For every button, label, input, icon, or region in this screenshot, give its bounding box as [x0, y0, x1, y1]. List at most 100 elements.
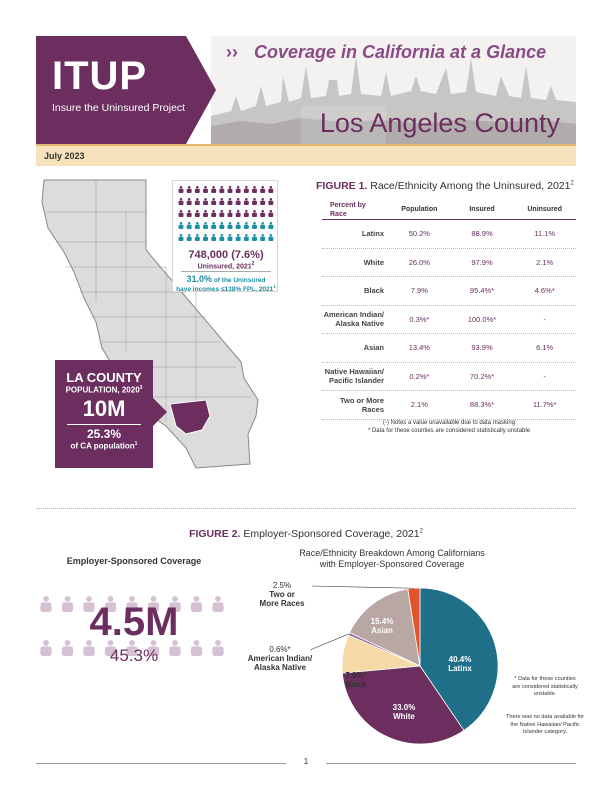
person-icon	[219, 234, 225, 241]
pie-slice-white	[341, 665, 465, 745]
table-note-unstable: * Data for these counties are considered…	[367, 428, 531, 434]
employer-coverage-count: 4.5M	[89, 600, 179, 644]
person-icon	[61, 596, 74, 612]
person-icon	[104, 640, 117, 656]
row-label: Latinx	[361, 229, 384, 239]
pie-category-label: Black	[345, 680, 367, 689]
header-uninsured: Uninsured	[527, 206, 562, 213]
pie-slice-latinx	[419, 587, 499, 732]
person-icon	[235, 210, 241, 217]
table-row: Black 7.9% 95.4%* 4.6%*	[322, 277, 576, 306]
person-icon	[104, 596, 117, 612]
person-icon	[194, 186, 200, 193]
table-row: White 26.0% 97.9% 2.1%	[322, 249, 576, 277]
uninsured-cell: 11.7%*	[532, 400, 557, 410]
uninsured-cell: 2.1%	[536, 257, 554, 267]
table-row: American Indian/ Alaska Native 0.3%* 100…	[322, 306, 576, 334]
person-icon	[126, 596, 138, 612]
person-icon	[169, 596, 181, 612]
logo-arrow	[186, 36, 216, 144]
person-icon	[186, 186, 192, 193]
person-icon	[219, 186, 225, 193]
employer-coverage-percent: 45.3%	[109, 646, 159, 665]
insured-cell: 88.9%	[471, 229, 493, 239]
pie-slice-two-or-more-races	[407, 587, 421, 667]
insured-cell: 95.4%*	[469, 286, 495, 296]
table-row: Native Hawaiian/ Pacific Islander 0.2%* …	[322, 363, 576, 391]
california-map	[41, 179, 259, 469]
population-cell: 7.9%	[410, 286, 428, 296]
population-cell: 2.1%	[410, 400, 428, 410]
person-icon	[40, 596, 52, 612]
page-title: Los Angeles County	[319, 108, 560, 138]
person-icon	[252, 234, 257, 241]
pie-category-label: White	[393, 712, 415, 721]
population-cell: 0.3%*	[409, 314, 430, 324]
person-icon	[268, 210, 274, 217]
person-icon	[260, 234, 266, 241]
people-icons-grid	[178, 186, 274, 241]
person-icon	[260, 222, 266, 229]
person-icon	[268, 198, 274, 205]
page-number: 1	[303, 757, 309, 766]
uninsured-cell: 11.1%	[534, 229, 556, 239]
pie-value-label: 15.4%	[371, 617, 394, 626]
person-icon	[203, 186, 208, 193]
person-icon	[186, 198, 192, 205]
divider	[67, 423, 141, 425]
person-icon	[178, 234, 184, 241]
person-icon	[227, 234, 233, 241]
header-subtitle: Coverage in California at a Glance	[254, 42, 547, 62]
person-icon	[83, 640, 95, 656]
fpl-label: have incomes ≤138% FPL, 20211	[176, 284, 276, 294]
person-icon	[252, 198, 257, 205]
pie-note-unstable: * Data for these counties are considered…	[512, 676, 578, 697]
person-icon	[260, 198, 266, 205]
ca-population-percent: 25.3%	[86, 426, 122, 441]
person-icon	[203, 234, 208, 241]
person-icon	[243, 234, 249, 241]
row-label: White	[363, 257, 384, 267]
person-icon	[219, 210, 225, 217]
person-icon	[203, 222, 208, 229]
header-insured: Insured	[469, 206, 495, 213]
person-icon	[219, 198, 225, 205]
table-note-masking: (-) Notes a value unavailable due to dat…	[382, 420, 516, 426]
person-icon	[178, 198, 184, 205]
section-divider	[36, 508, 576, 509]
person-icon	[178, 186, 184, 193]
person-icon	[194, 198, 200, 205]
pie-leader-line	[309, 633, 350, 651]
skyline-illustration	[211, 36, 576, 144]
row-label: Native Hawaiian/ Pacific Islander	[324, 367, 384, 386]
person-icon	[211, 234, 217, 241]
table-row: Asian 13.4% 93.9% 6.1%	[322, 334, 576, 363]
race-ethnicity-table: Percent by Race Population Insured Unins…	[322, 200, 576, 420]
person-icon	[169, 640, 181, 656]
person-icon	[211, 198, 217, 205]
divider	[181, 271, 271, 272]
person-icon	[190, 640, 203, 656]
person-icon	[61, 640, 74, 656]
fpl-stat: 31.0% of the Uninsured	[186, 274, 266, 284]
population-cell: 26.0%	[408, 257, 430, 267]
uninsured-people-card: 748,000 (7.6%) Uninsured, 20212 31.0% of…	[172, 180, 278, 294]
person-icon	[235, 222, 241, 229]
pie-value-label: 40.4%	[449, 655, 472, 664]
person-icon	[190, 596, 203, 612]
person-icon	[227, 186, 233, 193]
person-icon	[186, 222, 192, 229]
figure2-title: FIGURE 2. Employer-Sponsored Coverage, 2…	[189, 528, 423, 540]
person-icon	[211, 210, 217, 217]
chevron-right-icon: ››	[226, 42, 238, 62]
insured-cell: 100.0%*	[467, 314, 497, 324]
employer-people-icons	[40, 596, 224, 656]
person-icon	[219, 222, 225, 229]
person-icon	[211, 186, 217, 193]
person-icon	[227, 222, 233, 229]
header: ITUP Insure the Uninsured Project ›› Cov…	[36, 36, 576, 144]
insured-cell: 88.3%*	[469, 400, 495, 410]
person-icon	[147, 640, 160, 656]
person-icon	[178, 222, 184, 229]
header-population: Population	[401, 206, 438, 213]
